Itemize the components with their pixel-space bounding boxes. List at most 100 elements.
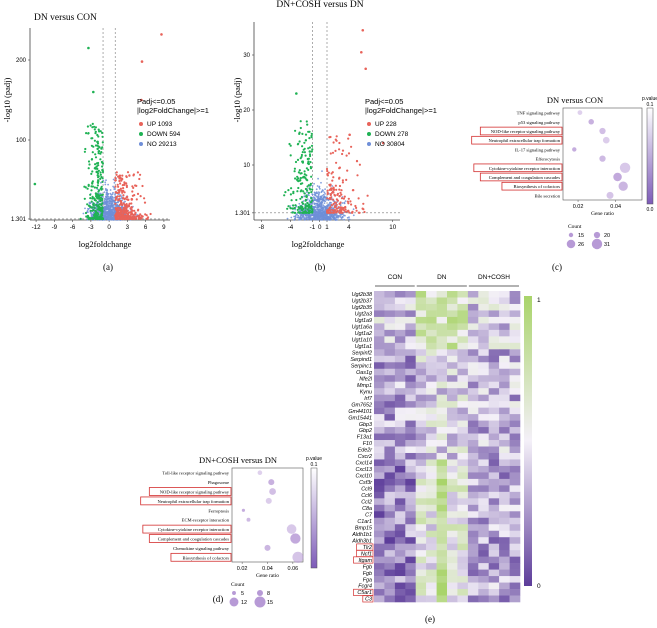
down-point — [291, 207, 294, 210]
up-point — [337, 206, 340, 209]
x-tick-label: 0.04 — [610, 204, 621, 210]
heatmap-cell — [509, 316, 521, 324]
heatmap-cell — [374, 511, 385, 519]
heatmap-cell — [509, 355, 521, 363]
heatmap-cell — [467, 433, 479, 441]
no-point — [308, 217, 311, 220]
heatmap-cell — [415, 511, 427, 519]
heatmap-cell — [426, 407, 437, 415]
x-tick-label: 0 — [318, 224, 322, 231]
down-point — [307, 184, 310, 187]
up-point — [116, 183, 119, 186]
panel-b-legend-down-dot — [367, 132, 371, 136]
heatmap-cell — [384, 550, 396, 557]
heatmap-cell — [499, 355, 510, 363]
enrichment-bubble — [269, 488, 276, 495]
heatmap-cell — [447, 498, 458, 506]
heatmap-cell — [509, 336, 521, 344]
down-point — [309, 206, 312, 209]
heatmap-cell — [499, 440, 510, 447]
heatmap-cell — [436, 543, 448, 551]
heatmap-cell — [426, 381, 437, 389]
heatmap-cell — [467, 427, 479, 434]
no-point — [317, 177, 319, 180]
up-point — [329, 188, 332, 191]
up-point — [348, 133, 351, 137]
heatmap-cell — [457, 381, 469, 389]
heatmap-cell — [374, 550, 385, 557]
heatmap-cell — [384, 407, 396, 415]
heatmap-cell — [509, 504, 521, 512]
no-point — [344, 214, 346, 217]
up-point — [121, 190, 124, 193]
down-point — [92, 217, 95, 220]
heatmap-cell — [436, 452, 448, 460]
down-point — [79, 217, 82, 220]
heatmap-cell — [447, 349, 458, 357]
heatmap-cell — [467, 465, 479, 473]
up-point — [339, 206, 342, 209]
no-point — [309, 218, 312, 221]
heatmap-cell — [394, 459, 406, 467]
heatmap-cell — [415, 414, 427, 421]
up-point — [135, 198, 138, 201]
up-point — [118, 191, 121, 194]
heatmap-cell — [426, 485, 437, 493]
down-point — [299, 157, 302, 160]
heatmap-cell — [457, 446, 469, 454]
heatmap-cell — [447, 407, 458, 415]
group-header-label: CON — [388, 274, 403, 281]
no-point — [313, 211, 316, 214]
heatmap-cell — [499, 452, 510, 460]
heatmap-cell — [447, 433, 458, 441]
heatmap-cell — [374, 459, 385, 467]
no-point — [107, 198, 109, 200]
enrichment-bubble-dncosh-vs-dn: DN+COSH versus DN (d) Toll-like receptor… — [140, 455, 322, 608]
up-point — [361, 207, 364, 210]
heatmap-cell — [405, 440, 416, 447]
no-point — [327, 218, 330, 221]
heatmap-cell — [405, 465, 416, 473]
up-point — [121, 174, 124, 177]
no-point — [322, 198, 325, 201]
heatmap-cell — [394, 303, 406, 311]
up-point — [123, 181, 126, 185]
no-point — [323, 191, 326, 194]
heatmap-cell — [509, 511, 521, 519]
no-point — [326, 205, 329, 208]
down-point — [87, 132, 90, 135]
no-point — [315, 195, 318, 198]
heatmap-cell — [415, 524, 427, 532]
heatmap-cell — [447, 517, 458, 525]
heatmap-cell — [457, 310, 469, 318]
heatmap-cell — [384, 446, 396, 454]
heatmap-cell — [394, 504, 406, 512]
heatmap-cell — [405, 459, 416, 467]
down-point — [310, 210, 313, 213]
heatmap-cell — [478, 472, 489, 480]
up-point — [140, 217, 143, 220]
up-point — [118, 195, 121, 198]
heatmap-cell — [457, 420, 469, 428]
no-point — [103, 200, 106, 203]
down-point — [91, 180, 94, 183]
down-point — [99, 173, 102, 176]
down-point — [90, 158, 93, 161]
heatmap-cell — [436, 401, 448, 408]
no-point — [319, 195, 321, 198]
down-point — [309, 182, 312, 185]
heatmap-cell — [509, 329, 521, 337]
down-point — [92, 90, 95, 94]
heatmap-cell — [374, 582, 385, 590]
up-point — [326, 211, 329, 214]
heatmap-cell — [405, 556, 416, 564]
heatmap-cell — [488, 388, 500, 395]
enrichment-bubble-dn-vs-con: DN versus CON (c) TNF signaling pathwayp… — [471, 95, 657, 272]
heatmap-cell — [384, 576, 396, 583]
heatmap-cell — [394, 589, 406, 596]
no-point — [314, 198, 317, 200]
heatmap-cell — [478, 478, 489, 486]
gene-label: Fga — [363, 577, 372, 583]
heatmap-cell — [467, 550, 479, 557]
panel-a-points — [33, 33, 163, 221]
